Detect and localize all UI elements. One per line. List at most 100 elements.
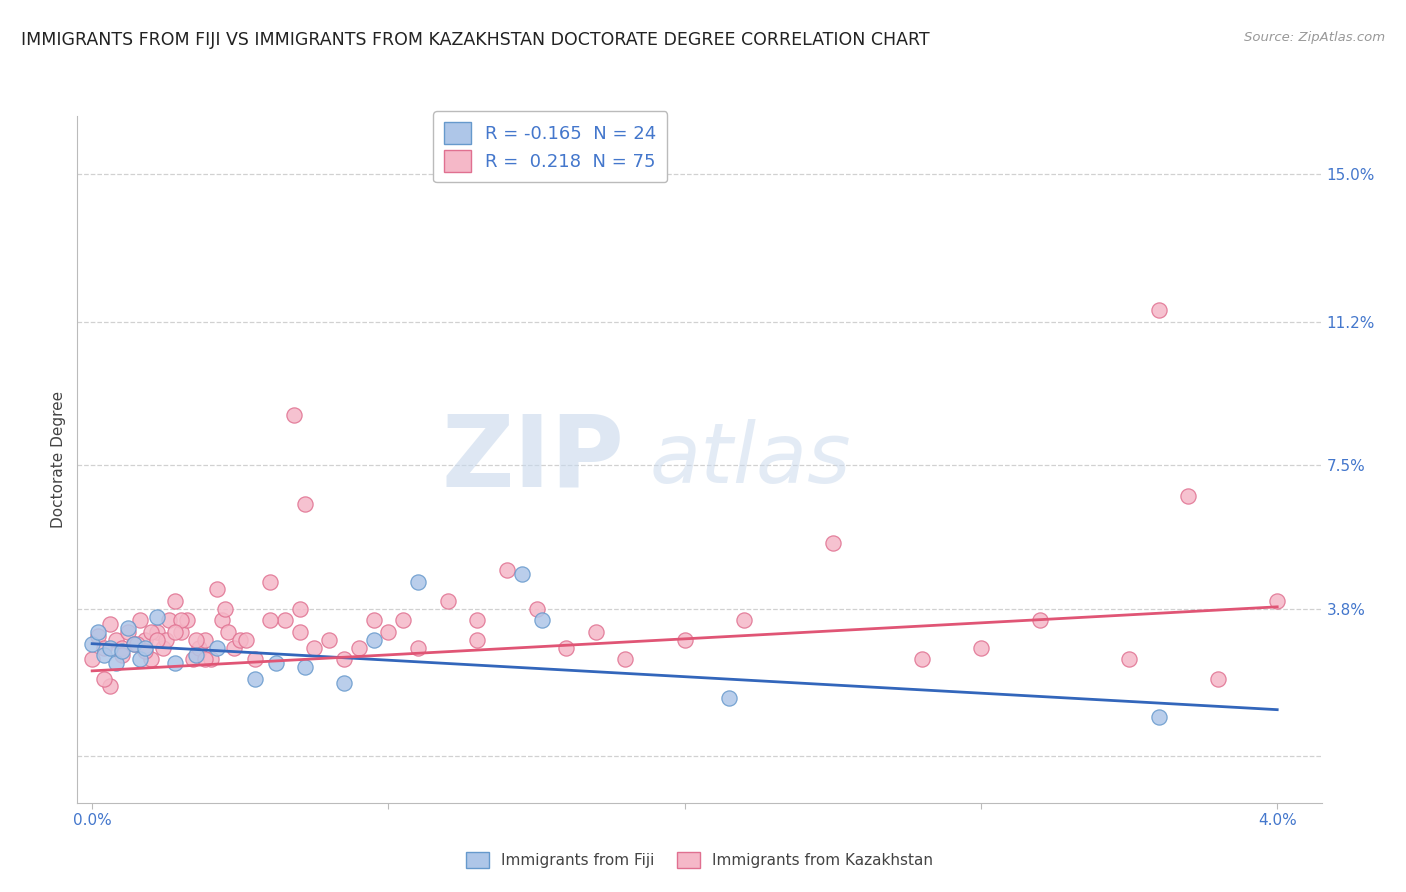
Point <box>128 614 150 628</box>
Point <box>93 648 115 663</box>
Point <box>1147 710 1170 724</box>
Point <box>157 614 180 628</box>
Point <box>128 652 150 666</box>
Point <box>1118 652 1140 666</box>
Point <box>406 640 429 655</box>
Point <box>333 652 356 666</box>
Point <box>235 632 257 647</box>
Point <box>1177 489 1199 503</box>
Point <box>111 644 134 658</box>
Point <box>288 625 311 640</box>
Point <box>283 408 305 422</box>
Legend: Immigrants from Fiji, Immigrants from Kazakhstan: Immigrants from Fiji, Immigrants from Ka… <box>460 846 939 874</box>
Point <box>82 652 104 666</box>
Point <box>465 614 488 628</box>
Point <box>122 637 145 651</box>
Point <box>200 652 222 666</box>
Point <box>205 640 228 655</box>
Point <box>165 656 187 670</box>
Point <box>363 614 385 628</box>
Point <box>187 640 209 655</box>
Point <box>585 625 607 640</box>
Point <box>294 497 316 511</box>
Point <box>264 656 287 670</box>
Point <box>496 563 519 577</box>
Y-axis label: Doctorate Degree: Doctorate Degree <box>51 391 66 528</box>
Point <box>134 644 156 658</box>
Point <box>229 632 252 647</box>
Point <box>141 652 163 666</box>
Point <box>243 672 266 686</box>
Point <box>465 632 488 647</box>
Point <box>673 632 696 647</box>
Point <box>82 637 104 651</box>
Point <box>194 632 217 647</box>
Point <box>98 617 121 632</box>
Point <box>614 652 637 666</box>
Point <box>294 660 316 674</box>
Point <box>392 614 415 628</box>
Point <box>117 625 139 640</box>
Point <box>821 536 844 550</box>
Text: Source: ZipAtlas.com: Source: ZipAtlas.com <box>1244 31 1385 45</box>
Point <box>87 629 110 643</box>
Point <box>1147 303 1170 318</box>
Point <box>970 640 993 655</box>
Point <box>436 594 458 608</box>
Point <box>134 632 156 647</box>
Point <box>288 601 311 615</box>
Point <box>155 632 177 647</box>
Point <box>363 632 385 647</box>
Point <box>333 675 356 690</box>
Point <box>377 625 399 640</box>
Point <box>98 679 121 693</box>
Point <box>117 621 139 635</box>
Point <box>87 625 110 640</box>
Point <box>170 614 193 628</box>
Point <box>259 574 281 589</box>
Point <box>111 648 134 663</box>
Point <box>1029 614 1052 628</box>
Point <box>146 625 169 640</box>
Point <box>170 625 193 640</box>
Point <box>274 614 297 628</box>
Point <box>122 637 145 651</box>
Point <box>152 640 174 655</box>
Point <box>104 656 127 670</box>
Point <box>911 652 934 666</box>
Point <box>1206 672 1229 686</box>
Point <box>205 582 228 597</box>
Point <box>184 632 207 647</box>
Point <box>733 614 755 628</box>
Point <box>141 625 163 640</box>
Point <box>93 672 115 686</box>
Text: ZIP: ZIP <box>441 411 624 508</box>
Point <box>555 640 578 655</box>
Point <box>165 625 187 640</box>
Point <box>181 652 204 666</box>
Point <box>526 601 548 615</box>
Point <box>146 632 169 647</box>
Point <box>93 640 115 655</box>
Text: IMMIGRANTS FROM FIJI VS IMMIGRANTS FROM KAZAKHSTAN DOCTORATE DEGREE CORRELATION : IMMIGRANTS FROM FIJI VS IMMIGRANTS FROM … <box>21 31 929 49</box>
Point <box>194 652 217 666</box>
Point <box>510 566 533 581</box>
Point <box>406 574 429 589</box>
Point <box>217 625 239 640</box>
Point <box>165 594 187 608</box>
Point <box>146 609 169 624</box>
Point <box>134 640 156 655</box>
Point <box>1265 594 1288 608</box>
Point <box>211 614 233 628</box>
Point <box>347 640 370 655</box>
Point <box>318 632 340 647</box>
Point <box>259 614 281 628</box>
Point <box>224 640 246 655</box>
Point <box>104 632 127 647</box>
Point <box>531 614 554 628</box>
Text: atlas: atlas <box>650 419 852 500</box>
Point <box>214 601 236 615</box>
Point <box>176 614 198 628</box>
Point <box>718 691 741 706</box>
Point <box>184 648 207 663</box>
